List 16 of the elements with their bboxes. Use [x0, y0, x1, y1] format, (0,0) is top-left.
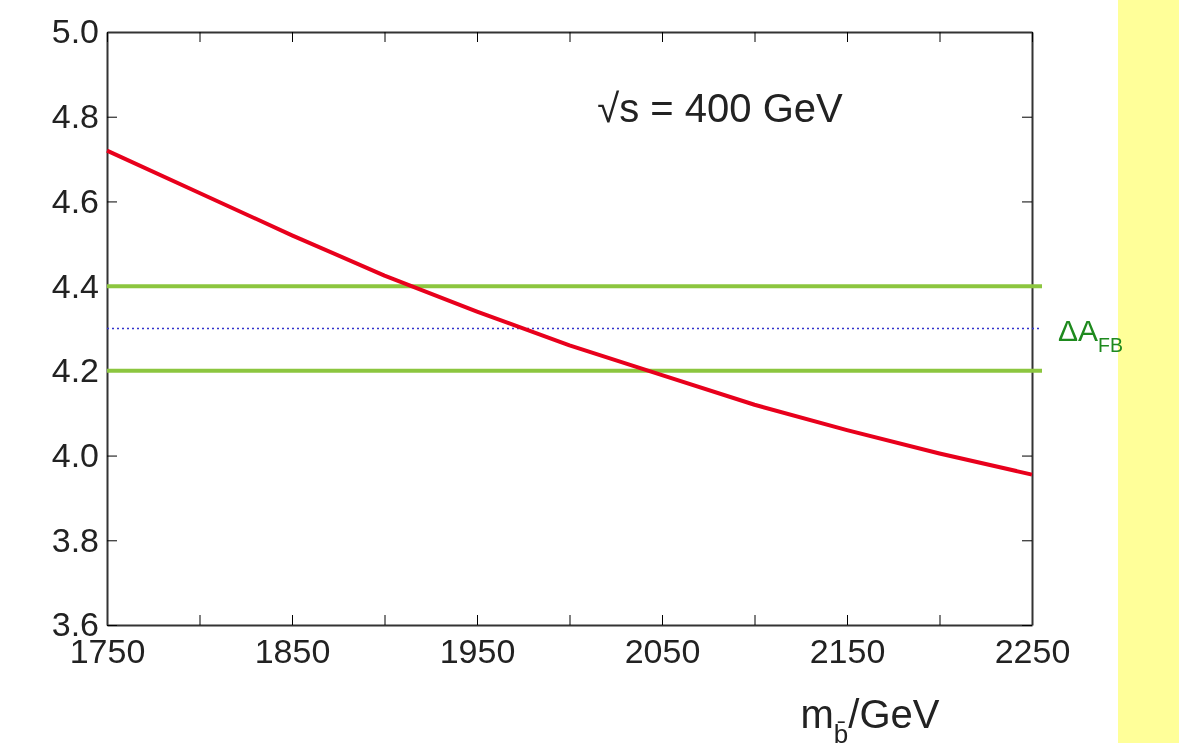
line-series [105, 148, 1034, 477]
x-tick-label: 2150 [809, 632, 886, 671]
x-tick-label: 2250 [994, 632, 1071, 671]
y-tick-label: 4.6 [51, 181, 99, 220]
y-tick-label: 3.8 [51, 520, 99, 559]
x-axis-title: m$_{b̄}$/GeV [800, 692, 940, 743]
y-tick-label: 4.0 [51, 435, 99, 474]
x-tick-label: 2050 [624, 632, 701, 671]
annotation: √s = 400 GeV [597, 86, 844, 130]
x-tick-label: 1950 [439, 632, 516, 671]
x-tick-label: 1850 [254, 632, 331, 671]
y-tick-label: 4.2 [51, 351, 99, 390]
y-tick-label: 5.0 [51, 12, 99, 51]
y-tick-label: 4.8 [51, 97, 99, 136]
ref-line-label: ΔA$_{FB}$ [1058, 313, 1123, 356]
y-tick-label: 4.4 [51, 266, 99, 305]
